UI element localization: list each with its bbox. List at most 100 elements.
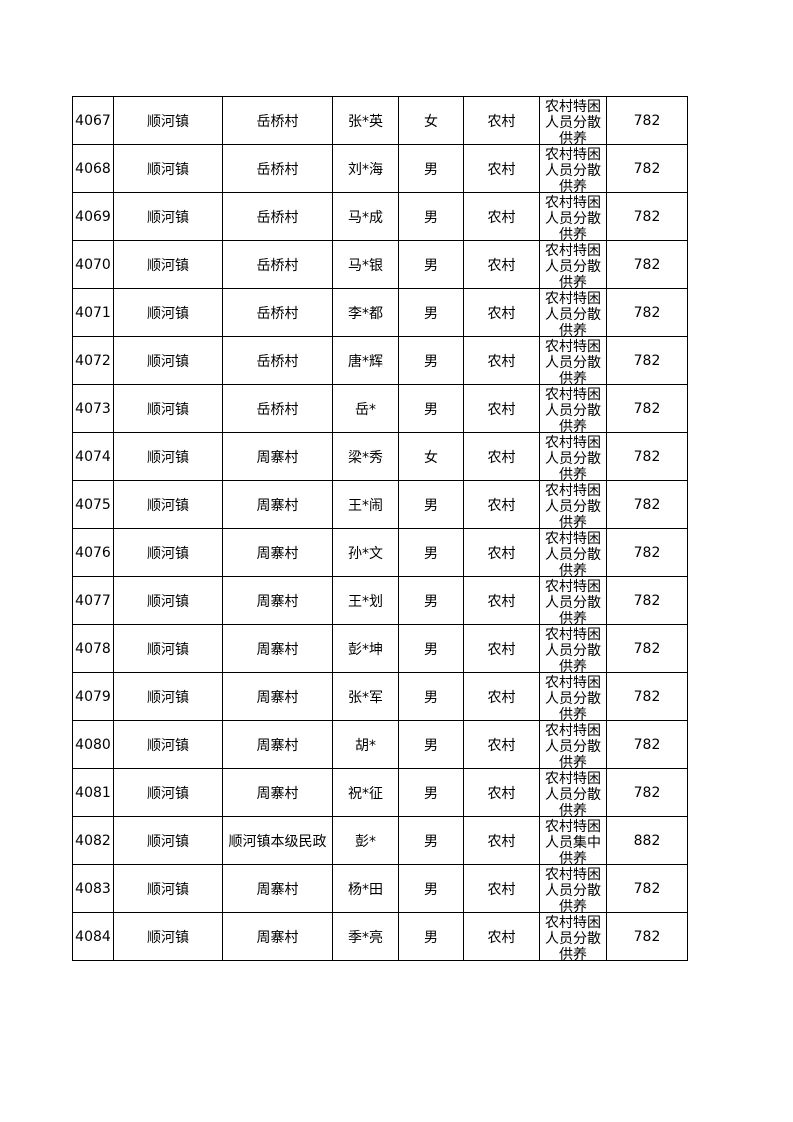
- category-text: 农村特困人员分散供养: [545, 435, 601, 480]
- name-cell: 李*都: [332, 288, 399, 337]
- amount-cell: 782: [606, 144, 688, 193]
- name-cell: 岳*: [332, 384, 399, 433]
- row-number-cell: 4076: [72, 528, 114, 577]
- row-number-cell: 4069: [72, 192, 114, 241]
- category-cell: 农村特困人员分散供养: [539, 528, 607, 577]
- category-text: 农村特困人员分散供养: [545, 579, 601, 624]
- name-cell: 彭*: [332, 816, 399, 865]
- category-cell: 农村特困人员分散供养: [539, 672, 607, 721]
- amount-cell: 782: [606, 768, 688, 817]
- table-row: 4079 顺河镇 周寨村 张*军男农村 农村特困人员分散供养 782: [72, 672, 688, 721]
- table-row: 4078 顺河镇 周寨村 彭*坤男农村 农村特困人员分散供养 782: [72, 624, 688, 673]
- category-text: 农村特困人员分散供养: [545, 339, 601, 384]
- area-cell: 农村: [463, 240, 540, 289]
- row-number-cell: 4070: [72, 240, 114, 289]
- amount-cell: 782: [606, 96, 688, 145]
- name-cell: 季*亮: [332, 912, 399, 961]
- gender-cell: 男: [398, 912, 464, 961]
- town-cell: 顺河镇: [113, 144, 223, 193]
- category-cell: 农村特困人员分散供养: [539, 144, 607, 193]
- village-cell: 周寨村: [222, 528, 333, 577]
- name-cell: 王*闹: [332, 480, 399, 529]
- name-cell: 马*银: [332, 240, 399, 289]
- row-number-cell: 4068: [72, 144, 114, 193]
- table-row: 4071 顺河镇 岳桥村 李*都男农村 农村特困人员分散供养 782: [72, 288, 688, 337]
- table-row: 4072 顺河镇 岳桥村 唐*辉男农村 农村特困人员分散供养 782: [72, 336, 688, 385]
- amount-cell: 782: [606, 528, 688, 577]
- town-cell: 顺河镇: [113, 288, 223, 337]
- area-cell: 农村: [463, 384, 540, 433]
- category-text: 农村特困人员分散供养: [545, 723, 601, 768]
- category-text: 农村特困人员分散供养: [545, 867, 601, 912]
- row-number-cell: 4078: [72, 624, 114, 673]
- amount-cell: 782: [606, 432, 688, 481]
- amount-cell: 782: [606, 912, 688, 961]
- village-cell: 周寨村: [222, 576, 333, 625]
- town-cell: 顺河镇: [113, 720, 223, 769]
- village-cell: 周寨村: [222, 768, 333, 817]
- town-cell: 顺河镇: [113, 672, 223, 721]
- town-cell: 顺河镇: [113, 384, 223, 433]
- amount-cell: 782: [606, 624, 688, 673]
- village-cell: 周寨村: [222, 624, 333, 673]
- village-cell: 周寨村: [222, 720, 333, 769]
- table-row: 4075 顺河镇 周寨村 王*闹男农村 农村特困人员分散供养 782: [72, 480, 688, 529]
- category-cell: 农村特困人员分散供养: [539, 336, 607, 385]
- name-cell: 刘*海: [332, 144, 399, 193]
- gender-cell: 男: [398, 576, 464, 625]
- category-cell: 农村特困人员分散供养: [539, 240, 607, 289]
- town-cell: 顺河镇: [113, 336, 223, 385]
- gender-cell: 男: [398, 384, 464, 433]
- gender-cell: 男: [398, 240, 464, 289]
- category-text: 农村特困人员分散供养: [545, 243, 601, 288]
- name-cell: 张*英: [332, 96, 399, 145]
- name-cell: 张*军: [332, 672, 399, 721]
- area-cell: 农村: [463, 720, 540, 769]
- name-cell: 祝*征: [332, 768, 399, 817]
- data-table: 4067 顺河镇 岳桥村 张*英女农村 农村特困人员分散供养 782 4068 顺河镇 岳桥村刘…: [72, 96, 688, 961]
- category-text: 农村特困人员分散供养: [545, 531, 601, 576]
- gender-cell: 女: [398, 432, 464, 481]
- area-cell: 农村: [463, 288, 540, 337]
- area-cell: 农村: [463, 672, 540, 721]
- town-cell: 顺河镇: [113, 816, 223, 865]
- village-cell: 岳桥村: [222, 96, 333, 145]
- gender-cell: 男: [398, 720, 464, 769]
- village-cell: 岳桥村: [222, 144, 333, 193]
- category-cell: 农村特困人员分散供养: [539, 432, 607, 481]
- table-row: 4070 顺河镇 岳桥村 马*银男农村 农村特困人员分散供养 782: [72, 240, 688, 289]
- category-text: 农村特困人员分散供养: [545, 627, 601, 672]
- row-number-cell: 4079: [72, 672, 114, 721]
- name-cell: 杨*田: [332, 864, 399, 913]
- category-cell: 农村特困人员分散供养: [539, 768, 607, 817]
- area-cell: 农村: [463, 576, 540, 625]
- row-number-cell: 4073: [72, 384, 114, 433]
- village-cell: 岳桥村: [222, 192, 333, 241]
- area-cell: 农村: [463, 624, 540, 673]
- name-cell: 孙*文: [332, 528, 399, 577]
- town-cell: 顺河镇: [113, 240, 223, 289]
- row-number-cell: 4071: [72, 288, 114, 337]
- area-cell: 农村: [463, 768, 540, 817]
- row-number-cell: 4067: [72, 96, 114, 145]
- table-row: 4084 顺河镇 周寨村 季*亮男农村 农村特困人员分散供养 782: [72, 912, 688, 961]
- table-row: 4077 顺河镇 周寨村 王*划男农村 农村特困人员分散供养 782: [72, 576, 688, 625]
- village-cell: 岳桥村: [222, 240, 333, 289]
- gender-cell: 男: [398, 864, 464, 913]
- table-row: 4073 顺河镇 岳桥村 岳* 男农村 农村特困人员分散供养 782: [72, 384, 688, 433]
- category-text: 农村特困人员集中供养: [545, 819, 601, 864]
- gender-cell: 女: [398, 96, 464, 145]
- table-row: 4069 顺河镇 岳桥村 马*成男农村 农村特困人员分散供养 782: [72, 192, 688, 241]
- category-text: 农村特困人员分散供养: [545, 915, 601, 960]
- amount-cell: 782: [606, 576, 688, 625]
- gender-cell: 男: [398, 672, 464, 721]
- table-row: 4080 顺河镇 周寨村 胡* 男农村 农村特困人员分散供养 782: [72, 720, 688, 769]
- village-cell: 岳桥村: [222, 384, 333, 433]
- row-number-cell: 4080: [72, 720, 114, 769]
- gender-cell: 男: [398, 528, 464, 577]
- category-cell: 农村特困人员分散供养: [539, 480, 607, 529]
- category-cell: 农村特困人员分散供养: [539, 192, 607, 241]
- row-number-cell: 4084: [72, 912, 114, 961]
- town-cell: 顺河镇: [113, 624, 223, 673]
- row-number-cell: 4075: [72, 480, 114, 529]
